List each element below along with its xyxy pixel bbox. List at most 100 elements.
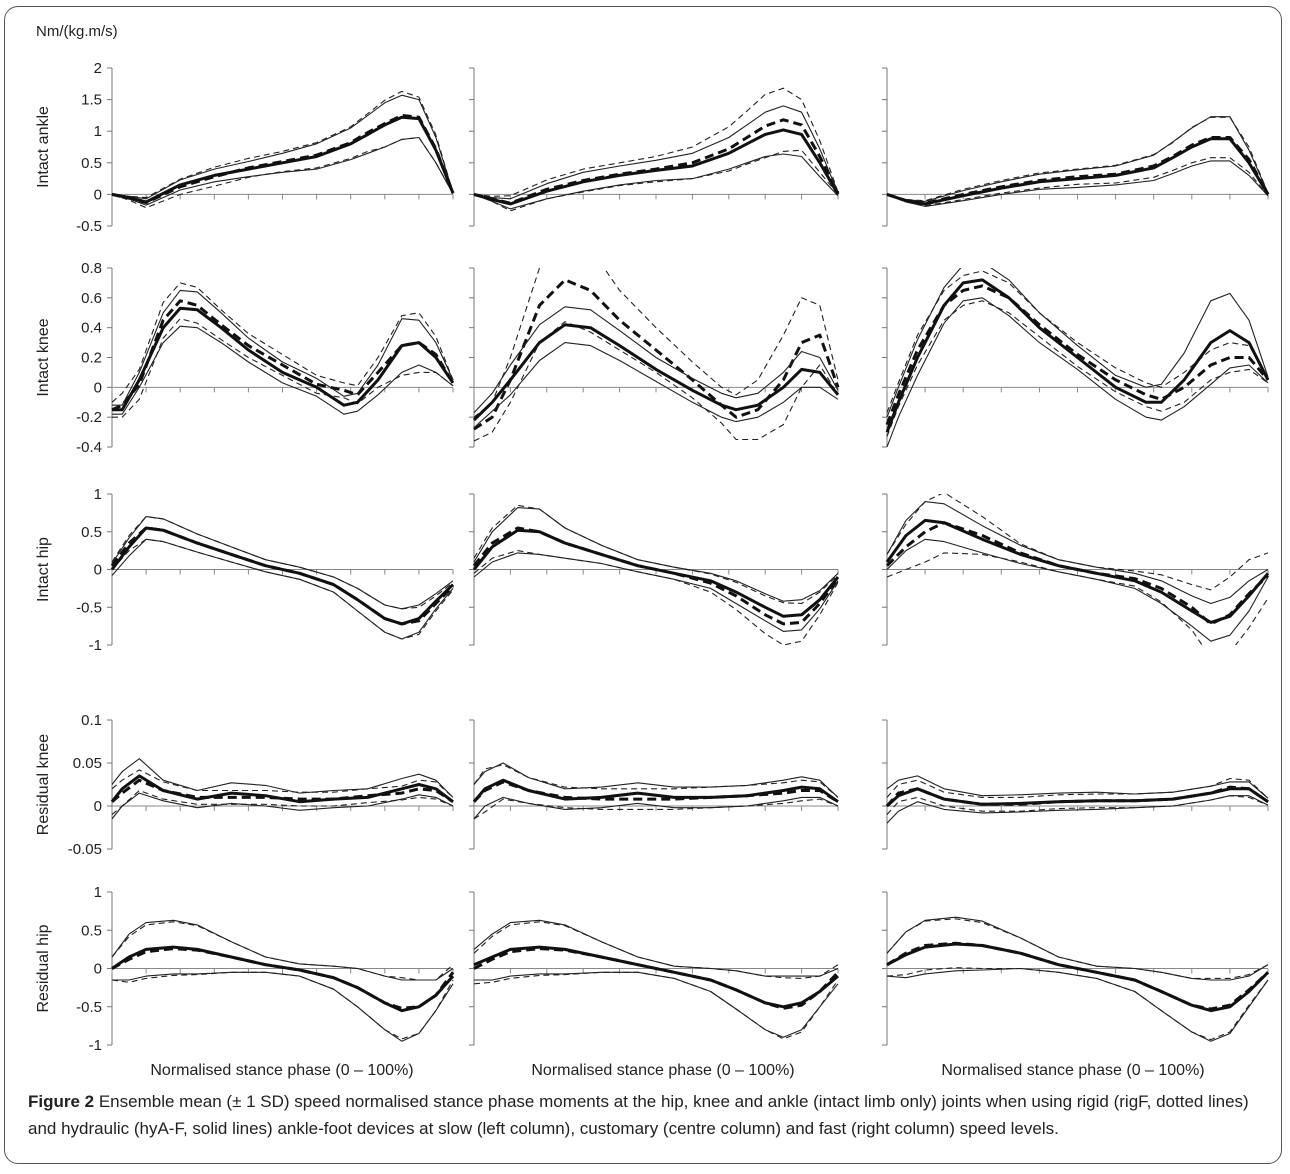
series-hyaf-sd-upper — [473, 105, 839, 200]
curves — [111, 90, 455, 209]
series-hyaf-sd-upper — [886, 501, 1269, 605]
series-hyaf-sd-lower — [112, 971, 454, 1042]
x-axis-label-slow: Normalised stance phase (0 – 100%) — [150, 1062, 413, 1079]
y-tick-label: 0.6 — [81, 290, 102, 307]
row-label-residual-knee: Residual knee — [35, 734, 52, 836]
curves — [110, 516, 455, 640]
series-rigf-sd-upper — [886, 270, 1269, 413]
series-hyaf-mean — [886, 942, 1270, 1013]
series-hyaf-sd-upper — [886, 775, 1269, 799]
series-hyaf-sd-lower — [474, 971, 839, 1038]
series-hyaf-sd-lower — [111, 136, 454, 206]
series-hyaf-sd-lower — [473, 342, 839, 429]
y-tick-label: 0.2 — [81, 350, 102, 367]
y-tick-label: -0.4 — [76, 439, 102, 456]
series-rigf-sd-lower — [886, 967, 1269, 1041]
series-hyaf-mean — [111, 115, 455, 204]
series-hyaf-sd-upper — [111, 516, 454, 610]
series-rigf-sd-upper — [886, 494, 1269, 591]
series-hyaf-mean — [111, 945, 455, 1013]
series-hyaf-sd-lower — [886, 967, 1269, 1042]
series-rigf-sd-lower — [112, 318, 454, 418]
panel-intact-knee-fast — [882, 267, 1270, 448]
series-hyaf-sd-upper — [473, 507, 839, 602]
caption-lead: Figure 2 — [28, 1092, 95, 1111]
curves — [472, 504, 840, 645]
figure-frame — [4, 6, 1282, 1164]
series-hyaf-sd-upper — [111, 94, 454, 200]
series-hyaf-mean — [473, 945, 839, 1009]
series-rigf-mean — [111, 947, 455, 1010]
panel-intact-hip-customary — [469, 493, 840, 646]
curves — [886, 916, 1270, 1042]
series-rigf-sd-upper — [111, 769, 454, 798]
series-hyaf-sd-upper — [473, 306, 839, 414]
series-hyaf-sd-upper — [886, 116, 1269, 202]
series-hyaf-sd-lower — [886, 538, 1269, 642]
caption-text: Ensemble mean (± 1 SD) speed normalised … — [28, 1092, 1249, 1138]
series-rigf-sd-lower — [111, 971, 454, 1040]
x-axis-label-customary: Normalised stance phase (0 – 100%) — [531, 1062, 794, 1079]
series-rigf-mean — [111, 778, 454, 803]
curves — [111, 282, 455, 418]
series-rigf-sd-lower — [886, 795, 1269, 815]
series-rigf-sd-lower — [886, 157, 1269, 207]
series-rigf-mean — [472, 780, 839, 803]
panel-intact-knee-customary — [469, 267, 840, 448]
series-hyaf-sd-upper — [473, 919, 839, 977]
y-tick-label: 1.5 — [81, 92, 102, 109]
y-tick-label: 0 — [94, 562, 102, 579]
y-tick-label: -0.05 — [68, 841, 102, 858]
y-tick-label: 0.5 — [81, 524, 102, 541]
curves — [472, 762, 839, 820]
series-hyaf-mean — [472, 528, 840, 618]
panel-intact-hip-fast — [882, 493, 1270, 646]
y-tick-label: -1 — [89, 1037, 102, 1054]
y-tick-label: -1 — [89, 637, 102, 654]
panel-residual-knee-slow: 0.1 0.05 0 -0.05 — [68, 712, 454, 858]
row-label-intact-ankle: Intact ankle — [35, 106, 52, 188]
series-rigf-sd-upper — [473, 87, 839, 197]
row-label-intact-hip: Intact hip — [35, 537, 52, 602]
series-hyaf-mean — [472, 323, 840, 422]
y-tick-label: -0.5 — [76, 599, 102, 616]
series-rigf-mean — [886, 941, 1270, 1011]
y-tick-label: 0 — [94, 961, 102, 978]
series-rigf-sd-lower — [886, 300, 1269, 437]
curves — [111, 919, 455, 1042]
series-hyaf-mean — [885, 787, 1269, 808]
y-tick-label: -0.5 — [76, 999, 102, 1016]
series-hyaf-sd-upper — [112, 289, 454, 406]
panel-intact-knee-slow: 0.8 0.6 0.4 0.2 0 -0.2 -0.4 — [76, 260, 455, 456]
panel-intact-ankle-customary — [469, 67, 840, 227]
series-hyaf-sd-lower — [111, 538, 454, 640]
curves — [885, 494, 1270, 645]
series-hyaf-sd-upper — [473, 762, 839, 798]
y-tick-label: 0.8 — [81, 260, 102, 277]
y-tick-label: 0 — [94, 798, 102, 815]
curves — [886, 116, 1270, 207]
y-tick-label: 2 — [94, 60, 102, 77]
panel-residual-knee-fast — [882, 719, 1269, 850]
series-rigf-sd-upper — [473, 268, 839, 418]
series-rigf-sd-lower — [111, 789, 454, 816]
series-rigf-sd-lower — [473, 321, 839, 442]
series-hyaf-sd-upper — [886, 268, 1269, 418]
series-rigf-sd-upper — [111, 921, 454, 981]
y-tick-label: 0.1 — [81, 712, 102, 729]
y-tick-label: 1 — [94, 486, 102, 503]
figure-caption: Figure 2 Ensemble mean (± 1 SD) speed no… — [28, 1088, 1268, 1142]
series-hyaf-sd-upper — [886, 916, 1269, 981]
series-rigf-sd-upper — [886, 116, 1269, 202]
y-tick-label: 1 — [94, 123, 102, 140]
y-tick-label: -0.5 — [76, 218, 102, 235]
series-hyaf-mean — [473, 128, 840, 206]
curves — [473, 87, 840, 212]
y-tick-label: 0 — [94, 186, 102, 203]
unit-label: Nm/(kg.m/s) — [36, 23, 118, 40]
y-tick-label: 1 — [94, 884, 102, 901]
series-rigf-sd-upper — [111, 282, 454, 403]
row-label-residual-hip: Residual hip — [35, 924, 52, 1012]
series-rigf-sd-upper — [886, 777, 1269, 799]
